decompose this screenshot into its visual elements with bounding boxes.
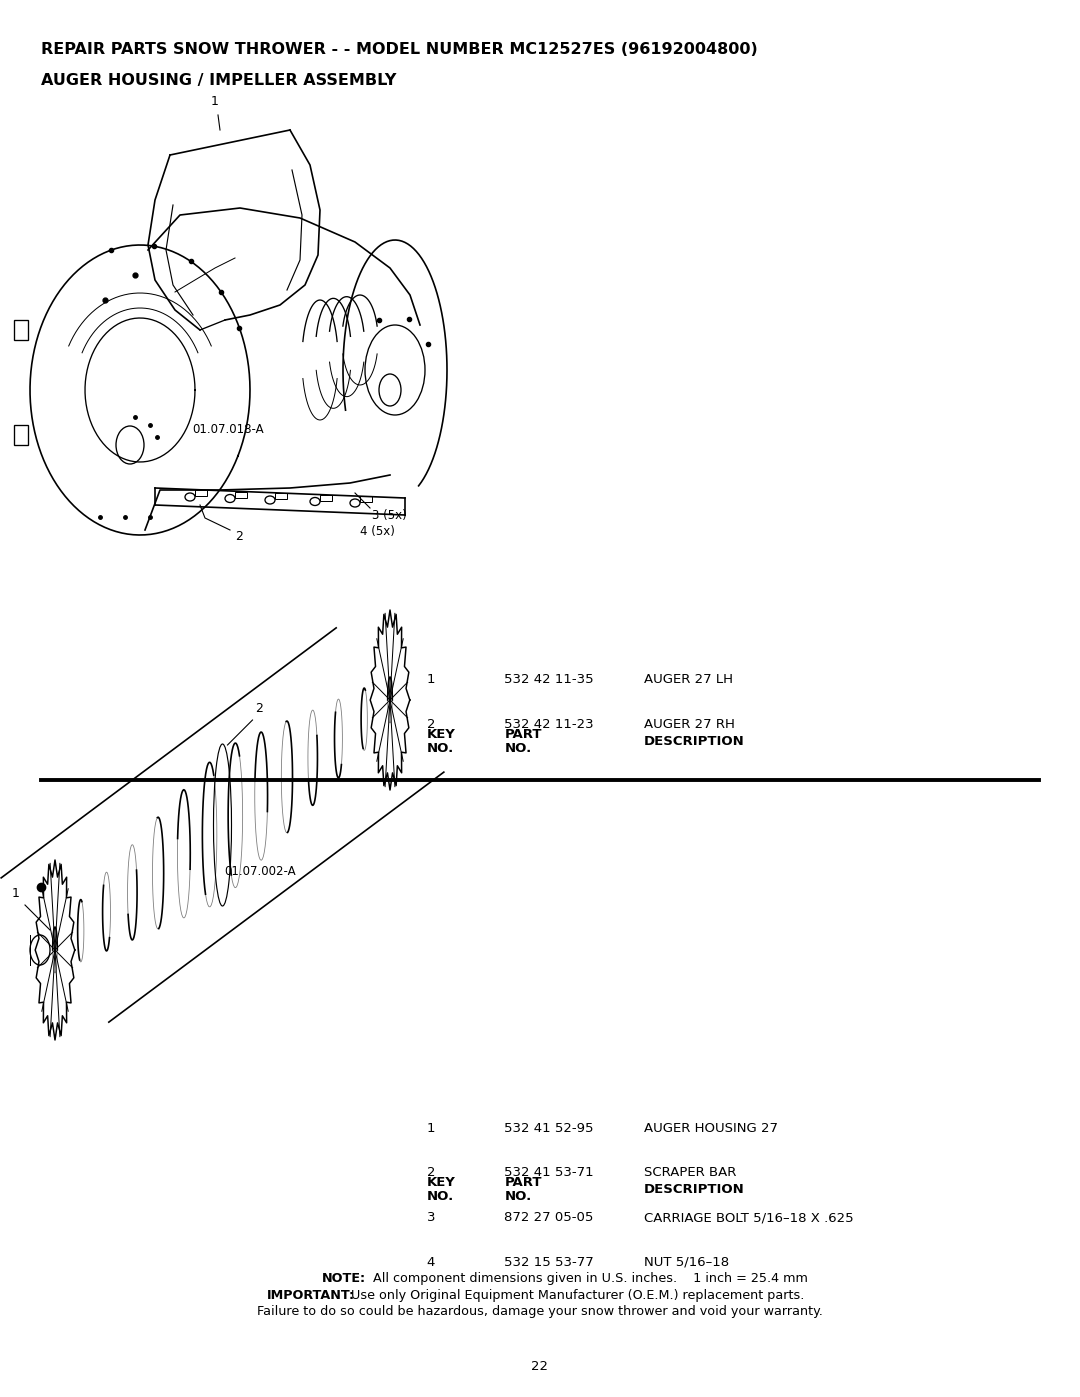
Text: 532 42 11-35: 532 42 11-35 xyxy=(504,673,594,686)
Bar xyxy=(360,496,372,502)
Text: Failure to do so could be hazardous, damage your snow thrower and void your warr: Failure to do so could be hazardous, dam… xyxy=(257,1305,823,1319)
Text: 22: 22 xyxy=(531,1361,549,1373)
Text: PART: PART xyxy=(504,1176,542,1189)
Text: 01.07.018-A: 01.07.018-A xyxy=(192,423,264,436)
Text: 872 27 05-05: 872 27 05-05 xyxy=(504,1211,594,1224)
Text: 532 15 53-77: 532 15 53-77 xyxy=(504,1256,594,1268)
Text: 1: 1 xyxy=(211,95,219,108)
Text: 2: 2 xyxy=(427,1166,435,1179)
Text: 2: 2 xyxy=(427,718,435,731)
Text: NO.: NO. xyxy=(504,1190,531,1203)
Text: 4 (5x): 4 (5x) xyxy=(360,525,395,538)
Text: NO.: NO. xyxy=(427,1190,454,1203)
Bar xyxy=(14,320,28,339)
Text: DESCRIPTION: DESCRIPTION xyxy=(644,735,744,747)
Text: PART: PART xyxy=(504,728,542,740)
Text: 3: 3 xyxy=(427,1211,435,1224)
Text: NUT 5/16–18: NUT 5/16–18 xyxy=(644,1256,729,1268)
Text: 1: 1 xyxy=(427,673,435,686)
Text: 4: 4 xyxy=(427,1256,435,1268)
Text: 1: 1 xyxy=(427,1122,435,1134)
Bar xyxy=(14,425,28,446)
Text: 532 42 11-23: 532 42 11-23 xyxy=(504,718,594,731)
Text: 2: 2 xyxy=(235,529,243,543)
Text: 2: 2 xyxy=(256,703,264,715)
Text: AUGER 27 LH: AUGER 27 LH xyxy=(644,673,732,686)
Text: SCRAPER BAR: SCRAPER BAR xyxy=(644,1166,737,1179)
Text: KEY: KEY xyxy=(427,728,456,740)
Text: 1: 1 xyxy=(12,887,21,900)
Text: 01.07.002-A: 01.07.002-A xyxy=(225,865,296,877)
Text: 532 41 53-71: 532 41 53-71 xyxy=(504,1166,594,1179)
Text: NOTE:: NOTE: xyxy=(322,1271,366,1285)
Text: AUGER HOUSING / IMPELLER ASSEMBLY: AUGER HOUSING / IMPELLER ASSEMBLY xyxy=(41,73,396,88)
Bar xyxy=(320,495,332,500)
Bar xyxy=(195,490,207,496)
Text: KEY: KEY xyxy=(427,1176,456,1189)
Text: NO.: NO. xyxy=(427,742,454,754)
Bar xyxy=(275,493,287,499)
Text: All component dimensions given in U.S. inches.    1 inch = 25.4 mm: All component dimensions given in U.S. i… xyxy=(365,1271,808,1285)
Text: IMPORTANT:: IMPORTANT: xyxy=(267,1288,355,1302)
Text: CARRIAGE BOLT 5/16–18 X .625: CARRIAGE BOLT 5/16–18 X .625 xyxy=(644,1211,853,1224)
Text: AUGER 27 RH: AUGER 27 RH xyxy=(644,718,734,731)
Ellipse shape xyxy=(30,935,50,965)
Text: AUGER HOUSING 27: AUGER HOUSING 27 xyxy=(644,1122,778,1134)
Bar xyxy=(235,492,247,497)
Text: DESCRIPTION: DESCRIPTION xyxy=(644,1183,744,1196)
Text: Use only Original Equipment Manufacturer (O.E.M.) replacement parts.: Use only Original Equipment Manufacturer… xyxy=(347,1288,805,1302)
Text: 3 (5x): 3 (5x) xyxy=(372,509,407,522)
Text: NO.: NO. xyxy=(504,742,531,754)
Text: 532 41 52-95: 532 41 52-95 xyxy=(504,1122,594,1134)
Text: REPAIR PARTS SNOW THROWER - - MODEL NUMBER MC12527ES (96192004800): REPAIR PARTS SNOW THROWER - - MODEL NUMB… xyxy=(41,42,758,57)
